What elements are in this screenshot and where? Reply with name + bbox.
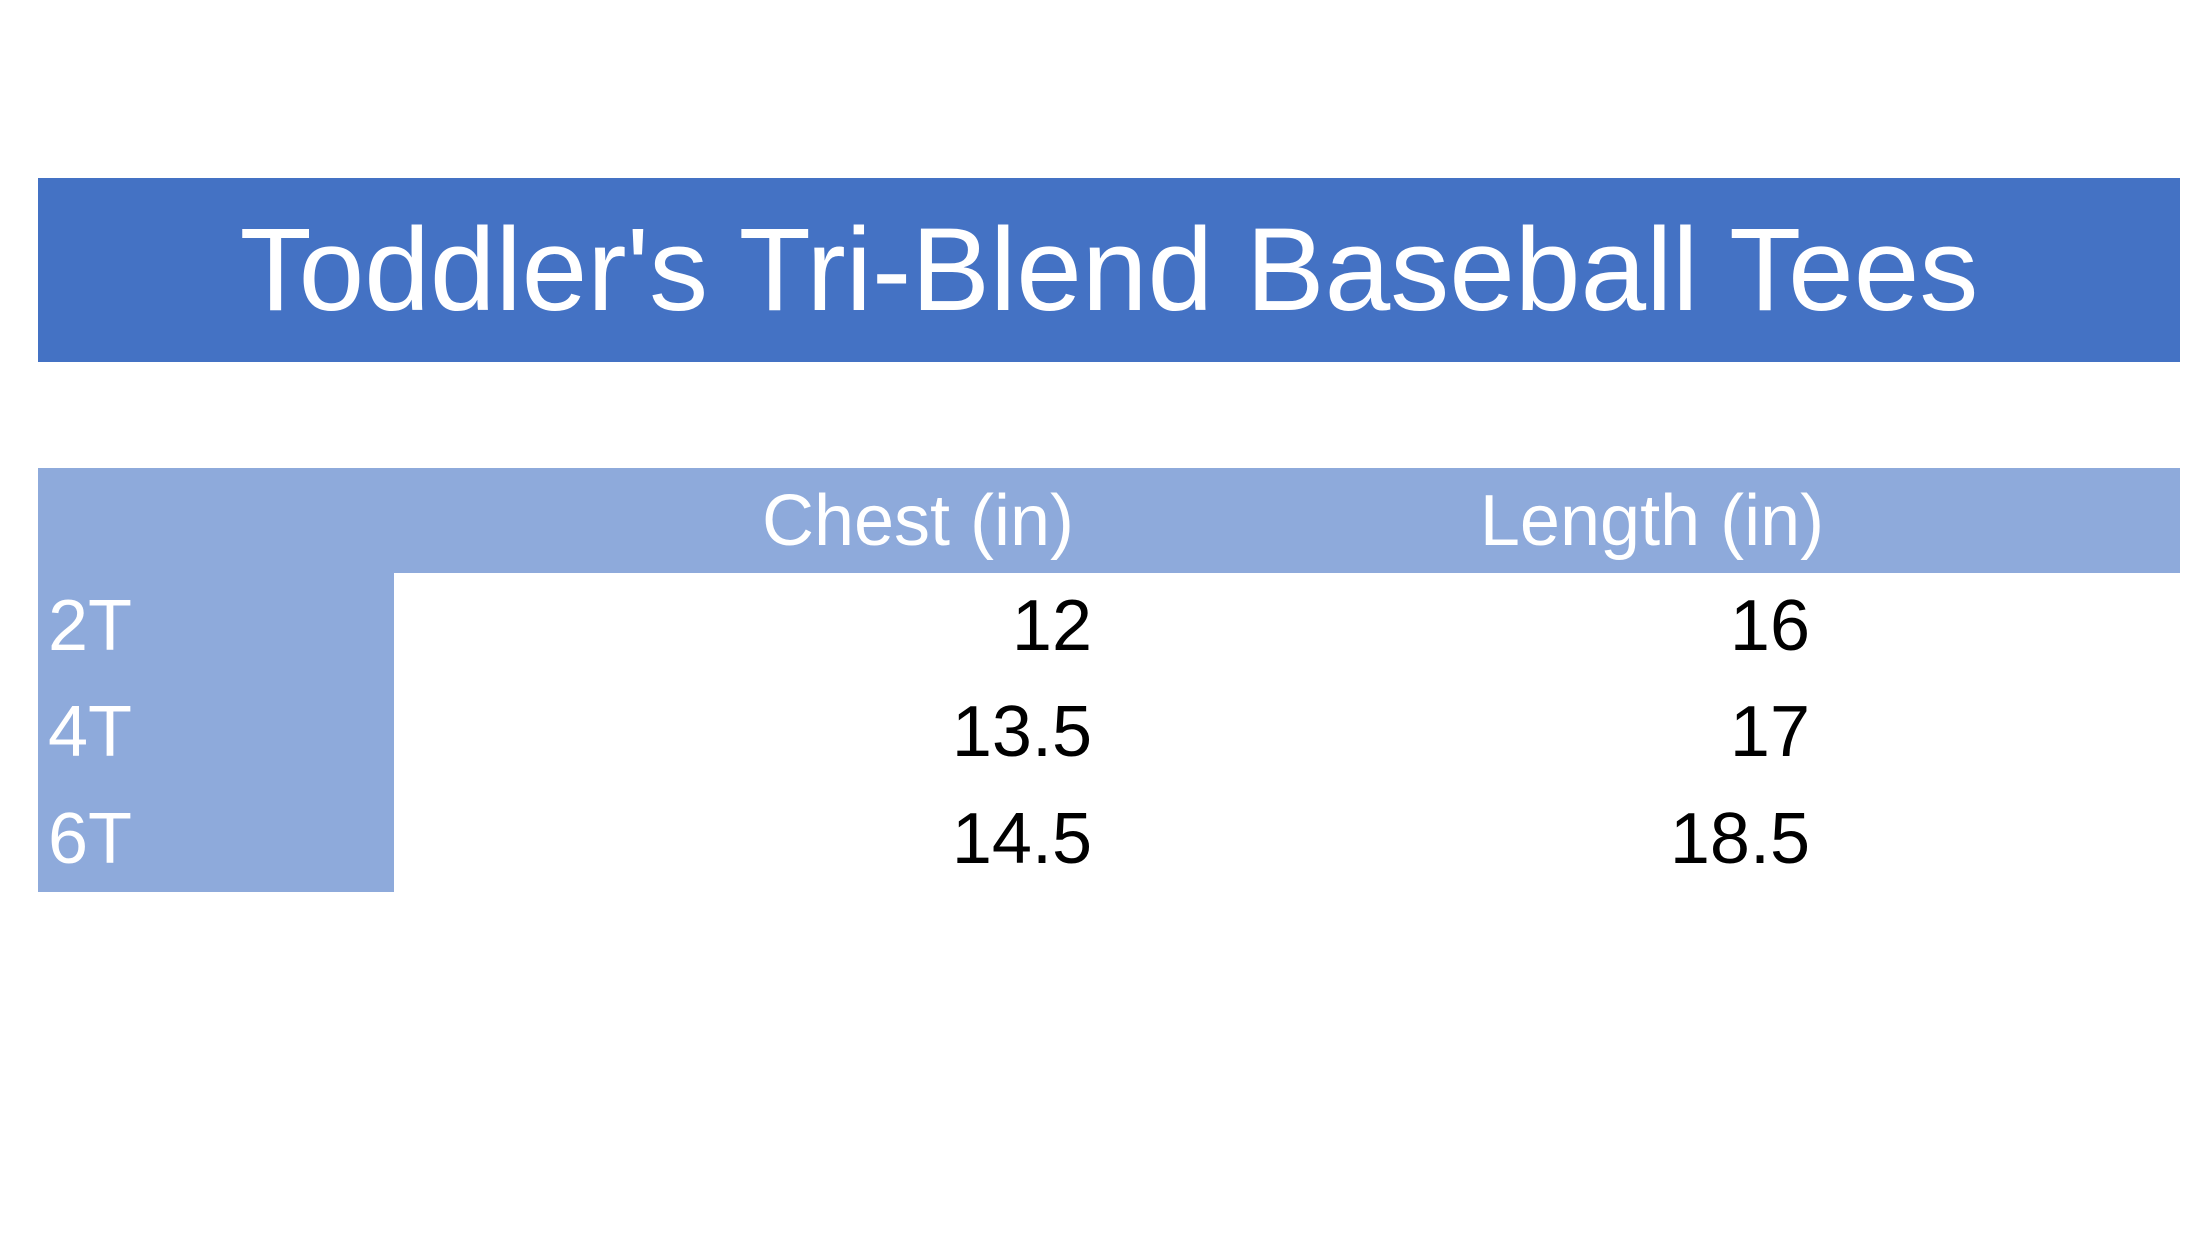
cell-2t-length: 16 bbox=[1729, 586, 1810, 667]
cell-2t-chest: 12 bbox=[1011, 586, 1092, 667]
row-label-2t: 2T bbox=[48, 586, 133, 667]
cell-6t-chest: 14.5 bbox=[951, 798, 1092, 879]
cell-6t-length: 18.5 bbox=[1669, 798, 1810, 879]
row-label-4t: 4T bbox=[48, 692, 133, 773]
row-label-6t: 6T bbox=[48, 798, 133, 879]
title-bar: Toddler's Tri-Blend Baseball Tees bbox=[38, 178, 2180, 362]
column-header-length: Length (in) bbox=[1479, 480, 1825, 561]
table-header-row: Chest (in) Length (in) bbox=[38, 468, 2180, 573]
page-title: Toddler's Tri-Blend Baseball Tees bbox=[239, 204, 1979, 336]
cell-4t-chest: 13.5 bbox=[951, 692, 1092, 773]
cell-4t-length: 17 bbox=[1729, 692, 1810, 773]
row-label-column: 2T 4T 6T bbox=[38, 573, 394, 892]
column-header-chest: Chest (in) bbox=[761, 480, 1075, 561]
